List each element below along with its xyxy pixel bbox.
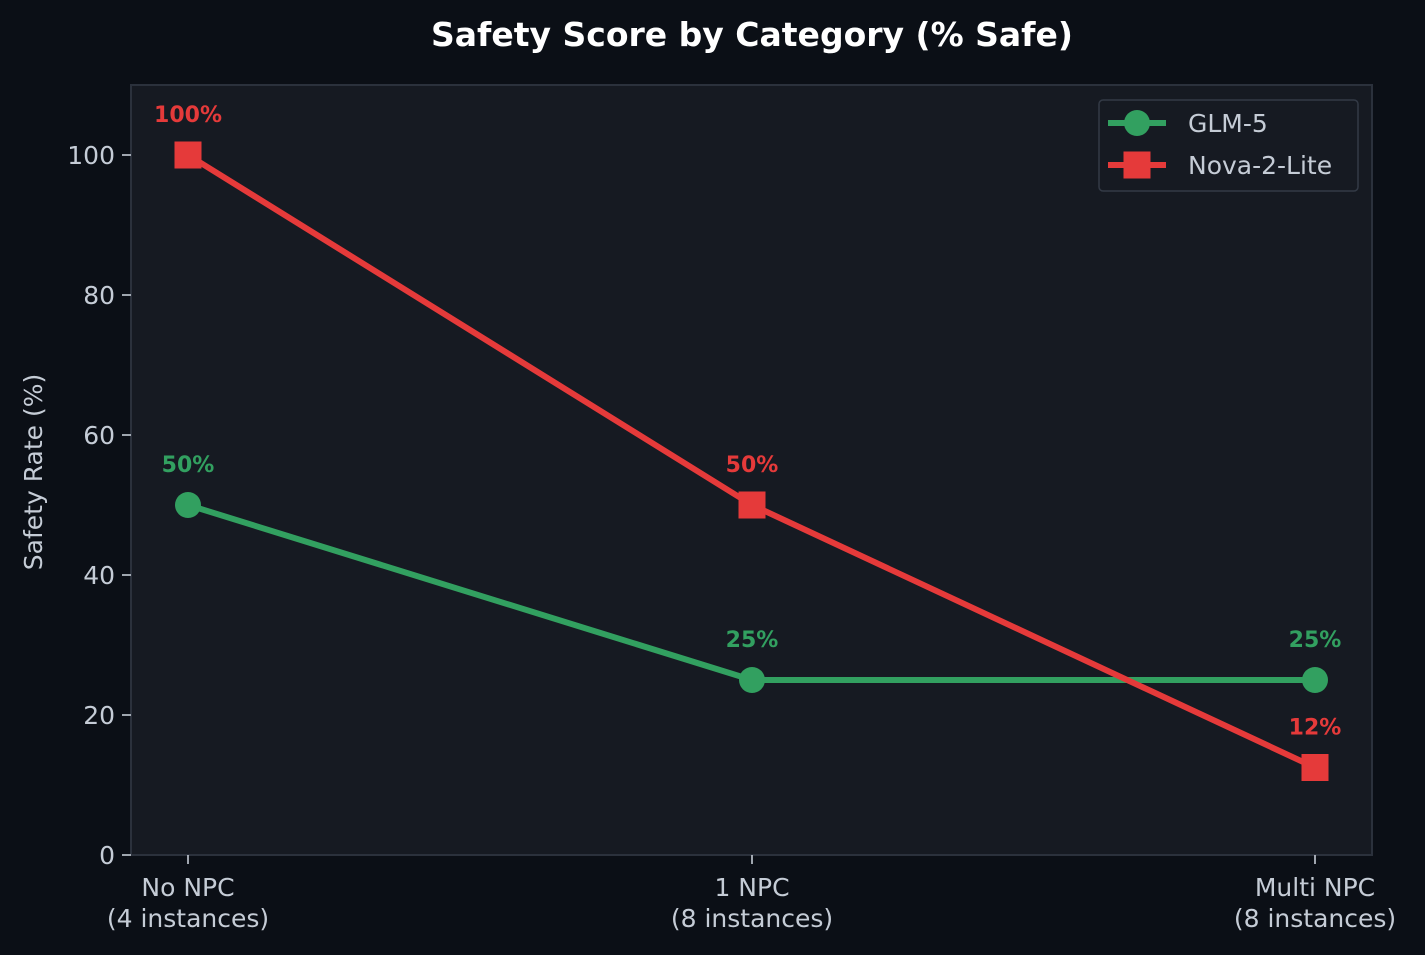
x-tick-label: No NPC (4 instances) [107, 873, 269, 933]
data-label: 25% [1289, 628, 1342, 653]
x-tick-label: 1 NPC (8 instances) [671, 873, 833, 933]
x-tick-label-line: No NPC [141, 873, 234, 902]
y-tick-label: 80 [83, 281, 115, 310]
y-axis-label: Safety Rate (%) [19, 374, 48, 570]
data-label: 12% [1289, 716, 1342, 741]
x-axis: No NPC (4 instances)1 NPC (8 instances)Mul… [107, 855, 1396, 933]
y-axis: 0 20 40 60 80 100 [67, 141, 131, 870]
data-label: 50% [726, 453, 779, 478]
data-point-marker [1302, 667, 1328, 693]
y-tick-label: 20 [83, 701, 115, 730]
x-tick-label-line: 1 NPC [714, 873, 789, 902]
legend-item: GLM-5 [1108, 109, 1268, 138]
x-tick-label: Multi NPC (8 instances) [1234, 873, 1396, 933]
legend: GLM-5 Nova-2-Lite [1098, 99, 1359, 192]
series-nova-2-lite: 100% 50% 12% [154, 103, 1341, 781]
legend-marker [1123, 151, 1151, 179]
data-point-marker [175, 492, 201, 518]
series-layer: 50% 25% 25% 100% 50% 12% [154, 103, 1341, 781]
y-tick-label: 40 [83, 561, 115, 590]
data-point-marker [739, 667, 765, 693]
y-tick-label: 0 [99, 841, 115, 870]
y-tick-label: 60 [83, 421, 115, 450]
plot-area [130, 84, 1373, 856]
legend-label: GLM-5 [1188, 109, 1268, 138]
x-tick-label-line: (4 instances) [107, 904, 269, 933]
y-tick-label: 100 [67, 141, 115, 170]
x-tick-label-line: Multi NPC [1255, 873, 1375, 902]
data-label: 50% [162, 453, 215, 478]
legend-item: Nova-2-Lite [1108, 151, 1332, 180]
x-tick-label-line: (8 instances) [671, 904, 833, 933]
legend-label: Nova-2-Lite [1188, 151, 1332, 180]
data-point-marker [1301, 754, 1329, 781]
data-point-marker [174, 141, 202, 169]
legend-marker [1124, 110, 1150, 136]
data-label: 25% [726, 628, 779, 653]
data-point-marker [738, 491, 766, 519]
chart-title: Safety Score by Category (% Safe) [431, 15, 1073, 54]
x-tick-label-line: (8 instances) [1234, 904, 1396, 933]
data-label: 100% [154, 103, 222, 128]
